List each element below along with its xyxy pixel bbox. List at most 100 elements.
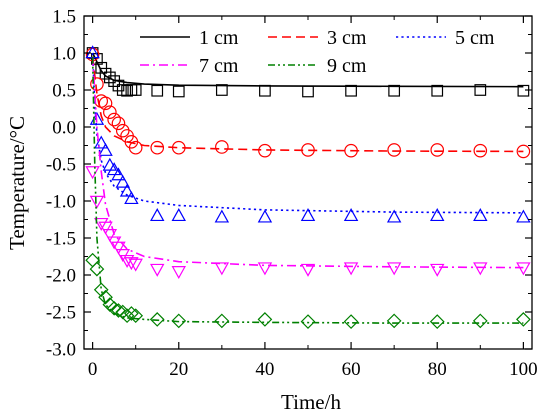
data-point (517, 84, 530, 97)
data-point (111, 241, 126, 255)
x-tick-label: 0 (88, 359, 98, 380)
data-point (259, 84, 271, 97)
data-point (215, 140, 229, 154)
legend-item-7-cm: 7 cm (140, 55, 239, 77)
data-point (472, 313, 488, 329)
legend-item-9-cm: 9 cm (268, 55, 367, 77)
data-point (116, 84, 129, 96)
data-point (516, 209, 531, 223)
x-tick-label: 80 (428, 359, 447, 380)
data-point (388, 84, 401, 97)
data-point (343, 208, 359, 222)
series-line (91, 56, 524, 269)
legend-label: 1 cm (199, 27, 239, 49)
data-point (473, 262, 488, 276)
series-layer (85, 45, 531, 329)
series-5-cm (85, 45, 531, 223)
y-tick-label: -2.0 (46, 266, 76, 287)
data-point (171, 140, 186, 155)
data-point (94, 135, 109, 149)
data-point (128, 140, 143, 155)
data-point (343, 262, 359, 276)
y-tick-label: -2.5 (46, 303, 76, 324)
series-line (91, 52, 524, 88)
data-point (171, 208, 186, 222)
legend-item-1-cm: 1 cm (140, 27, 239, 49)
data-point (124, 191, 139, 205)
data-point (103, 71, 116, 84)
plot-frame (83, 15, 533, 350)
data-point (93, 282, 109, 298)
data-point (128, 308, 144, 324)
data-point (386, 209, 402, 223)
data-point (257, 209, 273, 223)
axes-layer: 0 20 40 60 80 100 1.5 1.0 0.5 0.0 -0.5 -1.0 -1.5 -2.0… (46, 7, 538, 381)
data-point (302, 85, 314, 98)
data-point (300, 314, 316, 329)
series-7-cm (85, 56, 531, 280)
legend-label: 5 cm (455, 27, 495, 49)
data-point (473, 208, 488, 222)
data-point (107, 112, 121, 127)
data-point (215, 84, 228, 96)
y-tick-label: 1.0 (52, 44, 76, 65)
data-point (124, 257, 139, 271)
data-point (129, 84, 142, 96)
legend-label: 7 cm (199, 55, 239, 77)
data-point (121, 84, 133, 97)
x-tick-label: 100 (509, 359, 538, 380)
y-axis-title: Temperature/°C (5, 116, 29, 250)
series-line (91, 52, 524, 214)
data-point (108, 75, 121, 87)
data-point (257, 312, 273, 327)
data-point (171, 266, 186, 280)
series-line (91, 56, 524, 153)
data-point (473, 143, 488, 158)
series-1-cm (86, 47, 530, 98)
data-point (128, 258, 143, 272)
data-point (429, 314, 445, 329)
data-point (516, 144, 531, 159)
data-point (516, 262, 531, 276)
data-point (103, 105, 117, 119)
legend-label: 9 cm (327, 55, 367, 77)
y-tick-label: -1.0 (46, 192, 76, 213)
data-point (344, 143, 358, 158)
data-point (119, 183, 135, 197)
x-tick-label: 60 (342, 359, 361, 380)
data-point (85, 166, 100, 180)
data-point (151, 84, 164, 97)
data-point (300, 263, 316, 277)
x-axis-title: Time/h (281, 390, 341, 414)
y-tick-label: 0.0 (52, 118, 76, 139)
data-point (115, 123, 130, 138)
data-point (150, 208, 165, 222)
data-point (345, 84, 357, 97)
data-point (98, 142, 113, 156)
data-point (214, 262, 230, 276)
data-point (98, 289, 113, 305)
data-point (258, 143, 272, 158)
legend-item-5-cm: 5 cm (396, 27, 495, 49)
data-point (149, 312, 165, 327)
data-point (150, 140, 165, 155)
data-point (516, 312, 531, 327)
data-point (386, 262, 402, 276)
y-tick-label: 0.5 (52, 81, 76, 102)
data-point (90, 77, 104, 91)
data-point (85, 252, 100, 268)
data-point (111, 116, 126, 131)
data-point (386, 313, 402, 329)
y-tick-label: -3.0 (46, 340, 76, 361)
data-point (98, 221, 113, 235)
data-point (89, 261, 105, 277)
data-point (430, 143, 445, 157)
data-point (430, 263, 445, 277)
data-point (99, 67, 112, 80)
data-point (257, 262, 273, 276)
y-tick-label: -1.5 (46, 229, 76, 250)
data-point (111, 303, 126, 318)
data-point (171, 313, 187, 329)
data-point (95, 61, 108, 74)
data-point (124, 306, 139, 321)
